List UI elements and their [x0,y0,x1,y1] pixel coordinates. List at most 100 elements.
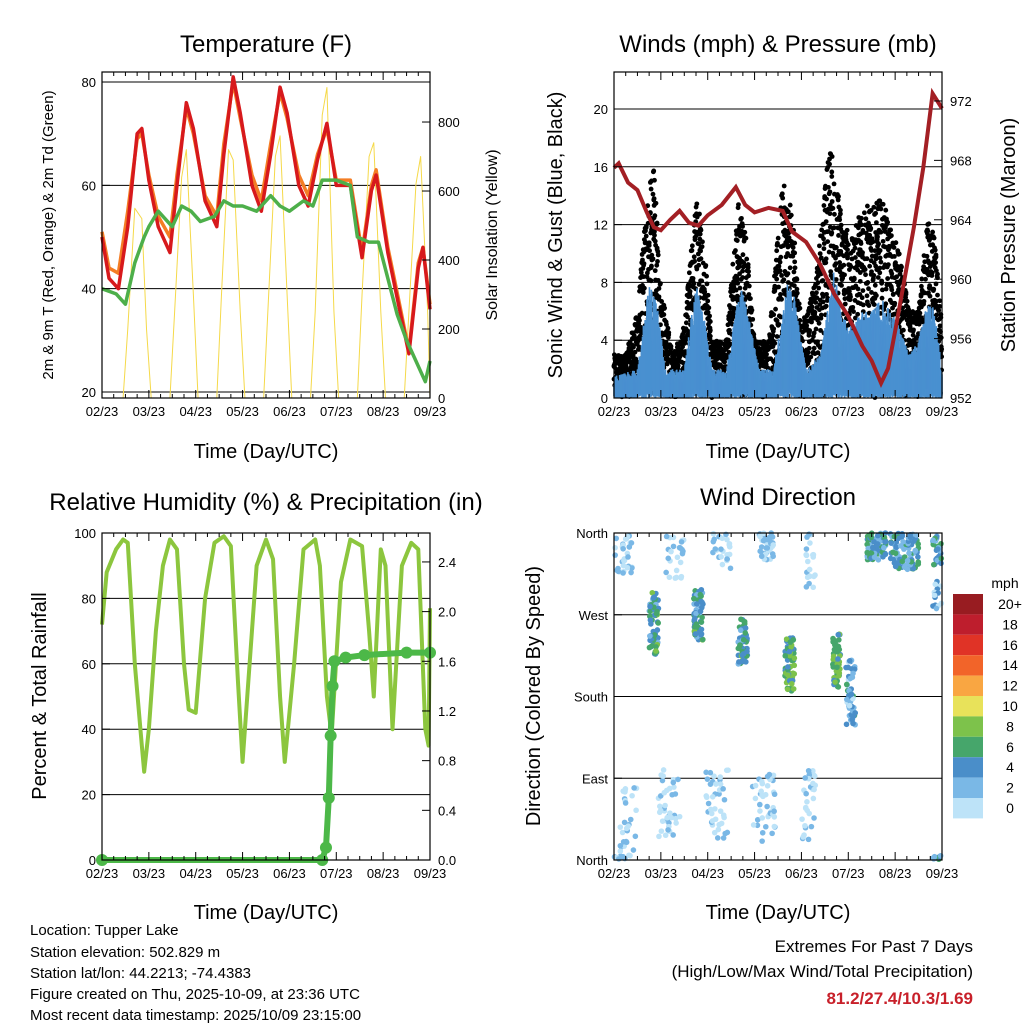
gust-point [730,261,736,267]
gust-point [838,207,843,213]
gust-point [814,295,820,301]
gust-point [651,196,657,202]
y2-tick-label: 1.6 [438,654,456,669]
gust-point [845,242,851,248]
gust-point [851,276,857,282]
direction-point [709,794,716,800]
gust-point [814,290,819,296]
gust-point [792,265,798,271]
gust-point [787,286,792,291]
gust-point [820,278,826,283]
gust-point [927,293,933,299]
gust-point [702,289,708,295]
x-tick-label: 06/23 [273,404,306,419]
gust-point [775,240,780,246]
gust-point [641,261,647,266]
y-tick-label: 12 [594,218,608,233]
direction-point [675,776,681,783]
x-tick-label: 05/23 [226,866,259,881]
gust-point [778,314,784,320]
gust-point [857,278,863,284]
gust-point [707,327,713,333]
direction-point [700,636,706,643]
gust-point [811,345,817,351]
direction-point [658,772,664,778]
gust-point [652,268,658,274]
gust-point [869,269,874,275]
gust-point [652,213,658,219]
gust-point [935,292,940,298]
gust-point [894,274,900,280]
direction-point [711,773,717,779]
direction-point [718,546,724,552]
direction-point [632,833,639,840]
direction-point [715,826,722,833]
gust-point [934,312,940,318]
gust-point [785,209,791,215]
direction-point [719,535,726,542]
gust-point [874,220,879,225]
gust-point [937,323,943,329]
gust-point [891,245,897,250]
gust-point [781,277,787,283]
y-tick-label: 4 [601,333,608,348]
precip-point [328,655,341,668]
direction-point [670,832,676,838]
y2-tick-label: 0.4 [438,803,456,818]
gust-point [829,174,835,179]
gust-point [727,341,733,347]
gust-point [878,259,884,265]
x-tick-label: 08/23 [367,404,400,419]
gust-point [921,298,927,304]
gust-point [775,235,781,241]
gust-point [859,295,865,301]
direction-point [693,610,699,617]
precip-point [339,651,352,664]
gust-point [771,312,777,318]
gust-point [792,240,798,246]
gust-point [694,266,700,272]
direction-point [717,781,724,787]
gust-point [838,211,843,217]
direction-point [693,601,700,607]
gust-point [863,216,869,222]
gust-point [658,281,663,286]
direction-point [612,552,618,558]
gust-point [780,195,786,201]
y-tick-label: 8 [601,275,608,290]
y2-tick-label: 2.0 [438,605,456,620]
direction-point [671,784,677,790]
direction-point [661,789,668,796]
gust-point [764,351,769,357]
x-tick-label: 04/23 [179,866,212,881]
y2-tick-label: 800 [438,115,460,130]
direction-point [620,570,626,576]
gust-point [630,353,636,359]
gust-point [882,244,888,250]
gust-point [869,290,874,295]
precip-point [326,680,339,693]
gust-point [859,222,864,228]
gust-point [890,292,896,297]
gust-point [770,332,776,338]
direction-point [677,559,684,566]
gust-point [889,271,895,277]
gust-point [698,256,704,262]
gust-point [779,191,785,197]
direction-point [660,767,667,773]
direction-point [659,777,666,784]
direction-point [707,781,714,787]
direction-point [672,815,679,822]
gust-point [826,184,831,190]
gust-point [650,256,656,262]
direction-point [620,853,626,860]
gust-point [652,177,657,183]
gust-point [699,244,705,250]
direction-point [674,554,681,561]
gust-point [745,262,751,267]
direction-point [633,807,639,814]
gust-point [729,317,735,322]
gust-point [842,301,848,307]
gust-point [818,312,824,318]
gust-point [883,207,889,213]
